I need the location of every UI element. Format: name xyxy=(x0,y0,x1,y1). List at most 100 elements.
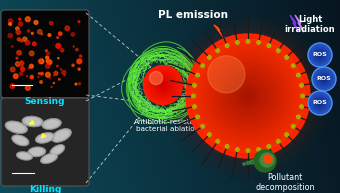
Circle shape xyxy=(217,64,279,128)
Circle shape xyxy=(189,37,307,155)
Circle shape xyxy=(47,60,52,65)
Ellipse shape xyxy=(50,145,65,156)
Circle shape xyxy=(40,81,42,83)
Circle shape xyxy=(203,51,293,141)
Circle shape xyxy=(226,74,270,118)
Circle shape xyxy=(26,17,30,22)
Ellipse shape xyxy=(35,133,55,143)
Text: ROS: ROS xyxy=(312,52,327,58)
Text: Sensing: Sensing xyxy=(25,97,65,106)
Circle shape xyxy=(292,124,295,128)
Circle shape xyxy=(198,46,299,146)
Circle shape xyxy=(75,83,77,85)
Circle shape xyxy=(16,58,18,59)
Circle shape xyxy=(242,90,254,102)
Circle shape xyxy=(20,61,24,65)
Circle shape xyxy=(78,59,82,63)
Circle shape xyxy=(204,52,292,140)
Circle shape xyxy=(285,133,288,136)
Ellipse shape xyxy=(5,121,28,134)
Circle shape xyxy=(315,98,325,108)
Circle shape xyxy=(57,65,58,67)
Circle shape xyxy=(192,94,195,98)
Circle shape xyxy=(321,76,327,82)
Circle shape xyxy=(21,66,24,69)
Circle shape xyxy=(46,50,47,52)
Circle shape xyxy=(151,72,175,97)
Circle shape xyxy=(8,33,12,38)
Circle shape xyxy=(257,41,260,44)
Circle shape xyxy=(219,67,277,125)
Circle shape xyxy=(19,18,21,20)
Circle shape xyxy=(38,73,40,74)
Circle shape xyxy=(220,68,276,124)
Ellipse shape xyxy=(25,118,41,125)
Circle shape xyxy=(310,45,330,65)
Circle shape xyxy=(216,63,280,129)
Circle shape xyxy=(54,71,58,75)
Circle shape xyxy=(156,78,170,92)
Circle shape xyxy=(195,43,301,149)
Circle shape xyxy=(296,115,300,119)
Circle shape xyxy=(243,91,253,101)
Circle shape xyxy=(235,83,261,109)
Circle shape xyxy=(202,50,294,142)
Circle shape xyxy=(267,145,271,148)
Circle shape xyxy=(20,39,23,42)
Circle shape xyxy=(188,36,308,156)
Circle shape xyxy=(19,72,23,75)
Circle shape xyxy=(37,30,42,34)
Circle shape xyxy=(232,80,264,112)
Circle shape xyxy=(32,75,33,76)
Circle shape xyxy=(300,105,303,108)
Circle shape xyxy=(245,93,251,99)
Circle shape xyxy=(152,74,174,96)
Circle shape xyxy=(46,61,47,62)
Circle shape xyxy=(196,115,199,119)
Circle shape xyxy=(246,149,250,152)
Circle shape xyxy=(80,55,82,57)
Circle shape xyxy=(231,79,265,113)
Circle shape xyxy=(296,73,300,77)
Circle shape xyxy=(225,145,229,148)
Circle shape xyxy=(40,72,43,75)
Circle shape xyxy=(41,33,42,35)
Circle shape xyxy=(311,94,328,112)
Circle shape xyxy=(257,148,260,151)
Circle shape xyxy=(236,85,259,108)
Text: Pollutant
decomposition: Pollutant decomposition xyxy=(255,173,315,192)
Text: ROS: ROS xyxy=(317,76,332,81)
Circle shape xyxy=(62,70,66,74)
Ellipse shape xyxy=(44,120,59,128)
Circle shape xyxy=(200,48,296,144)
Circle shape xyxy=(267,44,271,47)
Circle shape xyxy=(162,84,165,86)
Circle shape xyxy=(30,64,33,68)
Circle shape xyxy=(234,82,262,110)
Polygon shape xyxy=(214,25,225,39)
Circle shape xyxy=(317,72,331,86)
Circle shape xyxy=(223,71,273,121)
Circle shape xyxy=(21,61,22,62)
Ellipse shape xyxy=(42,119,61,130)
Circle shape xyxy=(16,27,19,30)
Text: Light
irradiation: Light irradiation xyxy=(285,15,335,34)
Circle shape xyxy=(18,22,23,26)
Circle shape xyxy=(236,41,239,44)
Circle shape xyxy=(221,69,275,123)
Circle shape xyxy=(145,67,181,103)
Circle shape xyxy=(193,84,196,87)
Circle shape xyxy=(201,124,204,128)
Ellipse shape xyxy=(28,147,46,157)
Circle shape xyxy=(30,76,33,79)
Circle shape xyxy=(57,37,58,38)
Ellipse shape xyxy=(38,134,52,142)
Polygon shape xyxy=(295,15,304,32)
Circle shape xyxy=(186,34,310,158)
Circle shape xyxy=(65,26,70,31)
Circle shape xyxy=(49,77,50,79)
Circle shape xyxy=(72,64,74,67)
Circle shape xyxy=(16,62,20,66)
Ellipse shape xyxy=(51,129,71,142)
Circle shape xyxy=(228,76,268,116)
